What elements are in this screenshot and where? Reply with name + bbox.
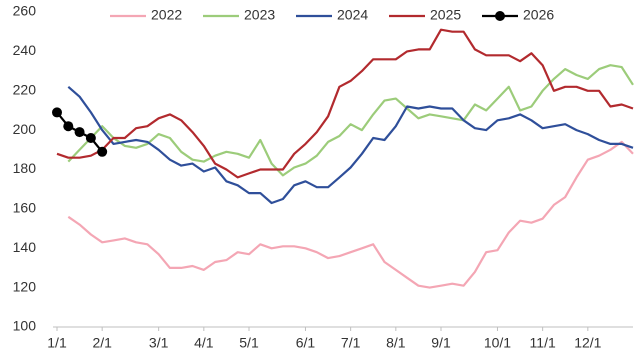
legend-marker [495,11,505,21]
y-tick-label: 160 [13,200,37,216]
y-tick-label: 240 [13,42,37,58]
legend-label: 2025 [430,7,461,23]
y-tick-label: 180 [13,160,37,176]
x-tick-label: 1/1 [47,335,67,351]
x-tick-label: 8/1 [386,335,406,351]
legend-label: 2022 [151,7,182,23]
y-tick-label: 100 [13,318,37,334]
series-line [67,140,634,289]
y-tick-label: 120 [13,278,37,294]
x-tick-label: 9/1 [431,335,451,351]
x-tick-label: 7/1 [341,335,361,351]
x-tick-label: 11/1 [530,335,556,351]
x-tick-label: 5/1 [239,335,259,351]
point [74,127,85,138]
x-tick-label: 10/1 [484,335,511,351]
x-tick-label: 4/1 [194,335,214,351]
point [52,107,62,118]
y-tick-label: 140 [13,239,37,255]
y-tick-label: 260 [13,3,37,19]
point [97,146,108,157]
x-tick-label: 2/1 [92,335,112,351]
x-tick-label: 6/1 [296,335,316,351]
point [85,133,96,143]
x-tick-label: 3/1 [149,335,169,351]
series-line [67,64,634,177]
point [63,121,74,132]
y-tick-label: 220 [13,81,37,97]
legend-label: 2024 [337,7,368,23]
series-line [56,28,634,179]
legend-label: 2026 [523,7,554,23]
y-tick-label: 200 [13,121,37,137]
series-line [67,85,634,205]
legend-label: 2023 [244,7,275,23]
x-tick-label: 12/1 [574,335,601,351]
